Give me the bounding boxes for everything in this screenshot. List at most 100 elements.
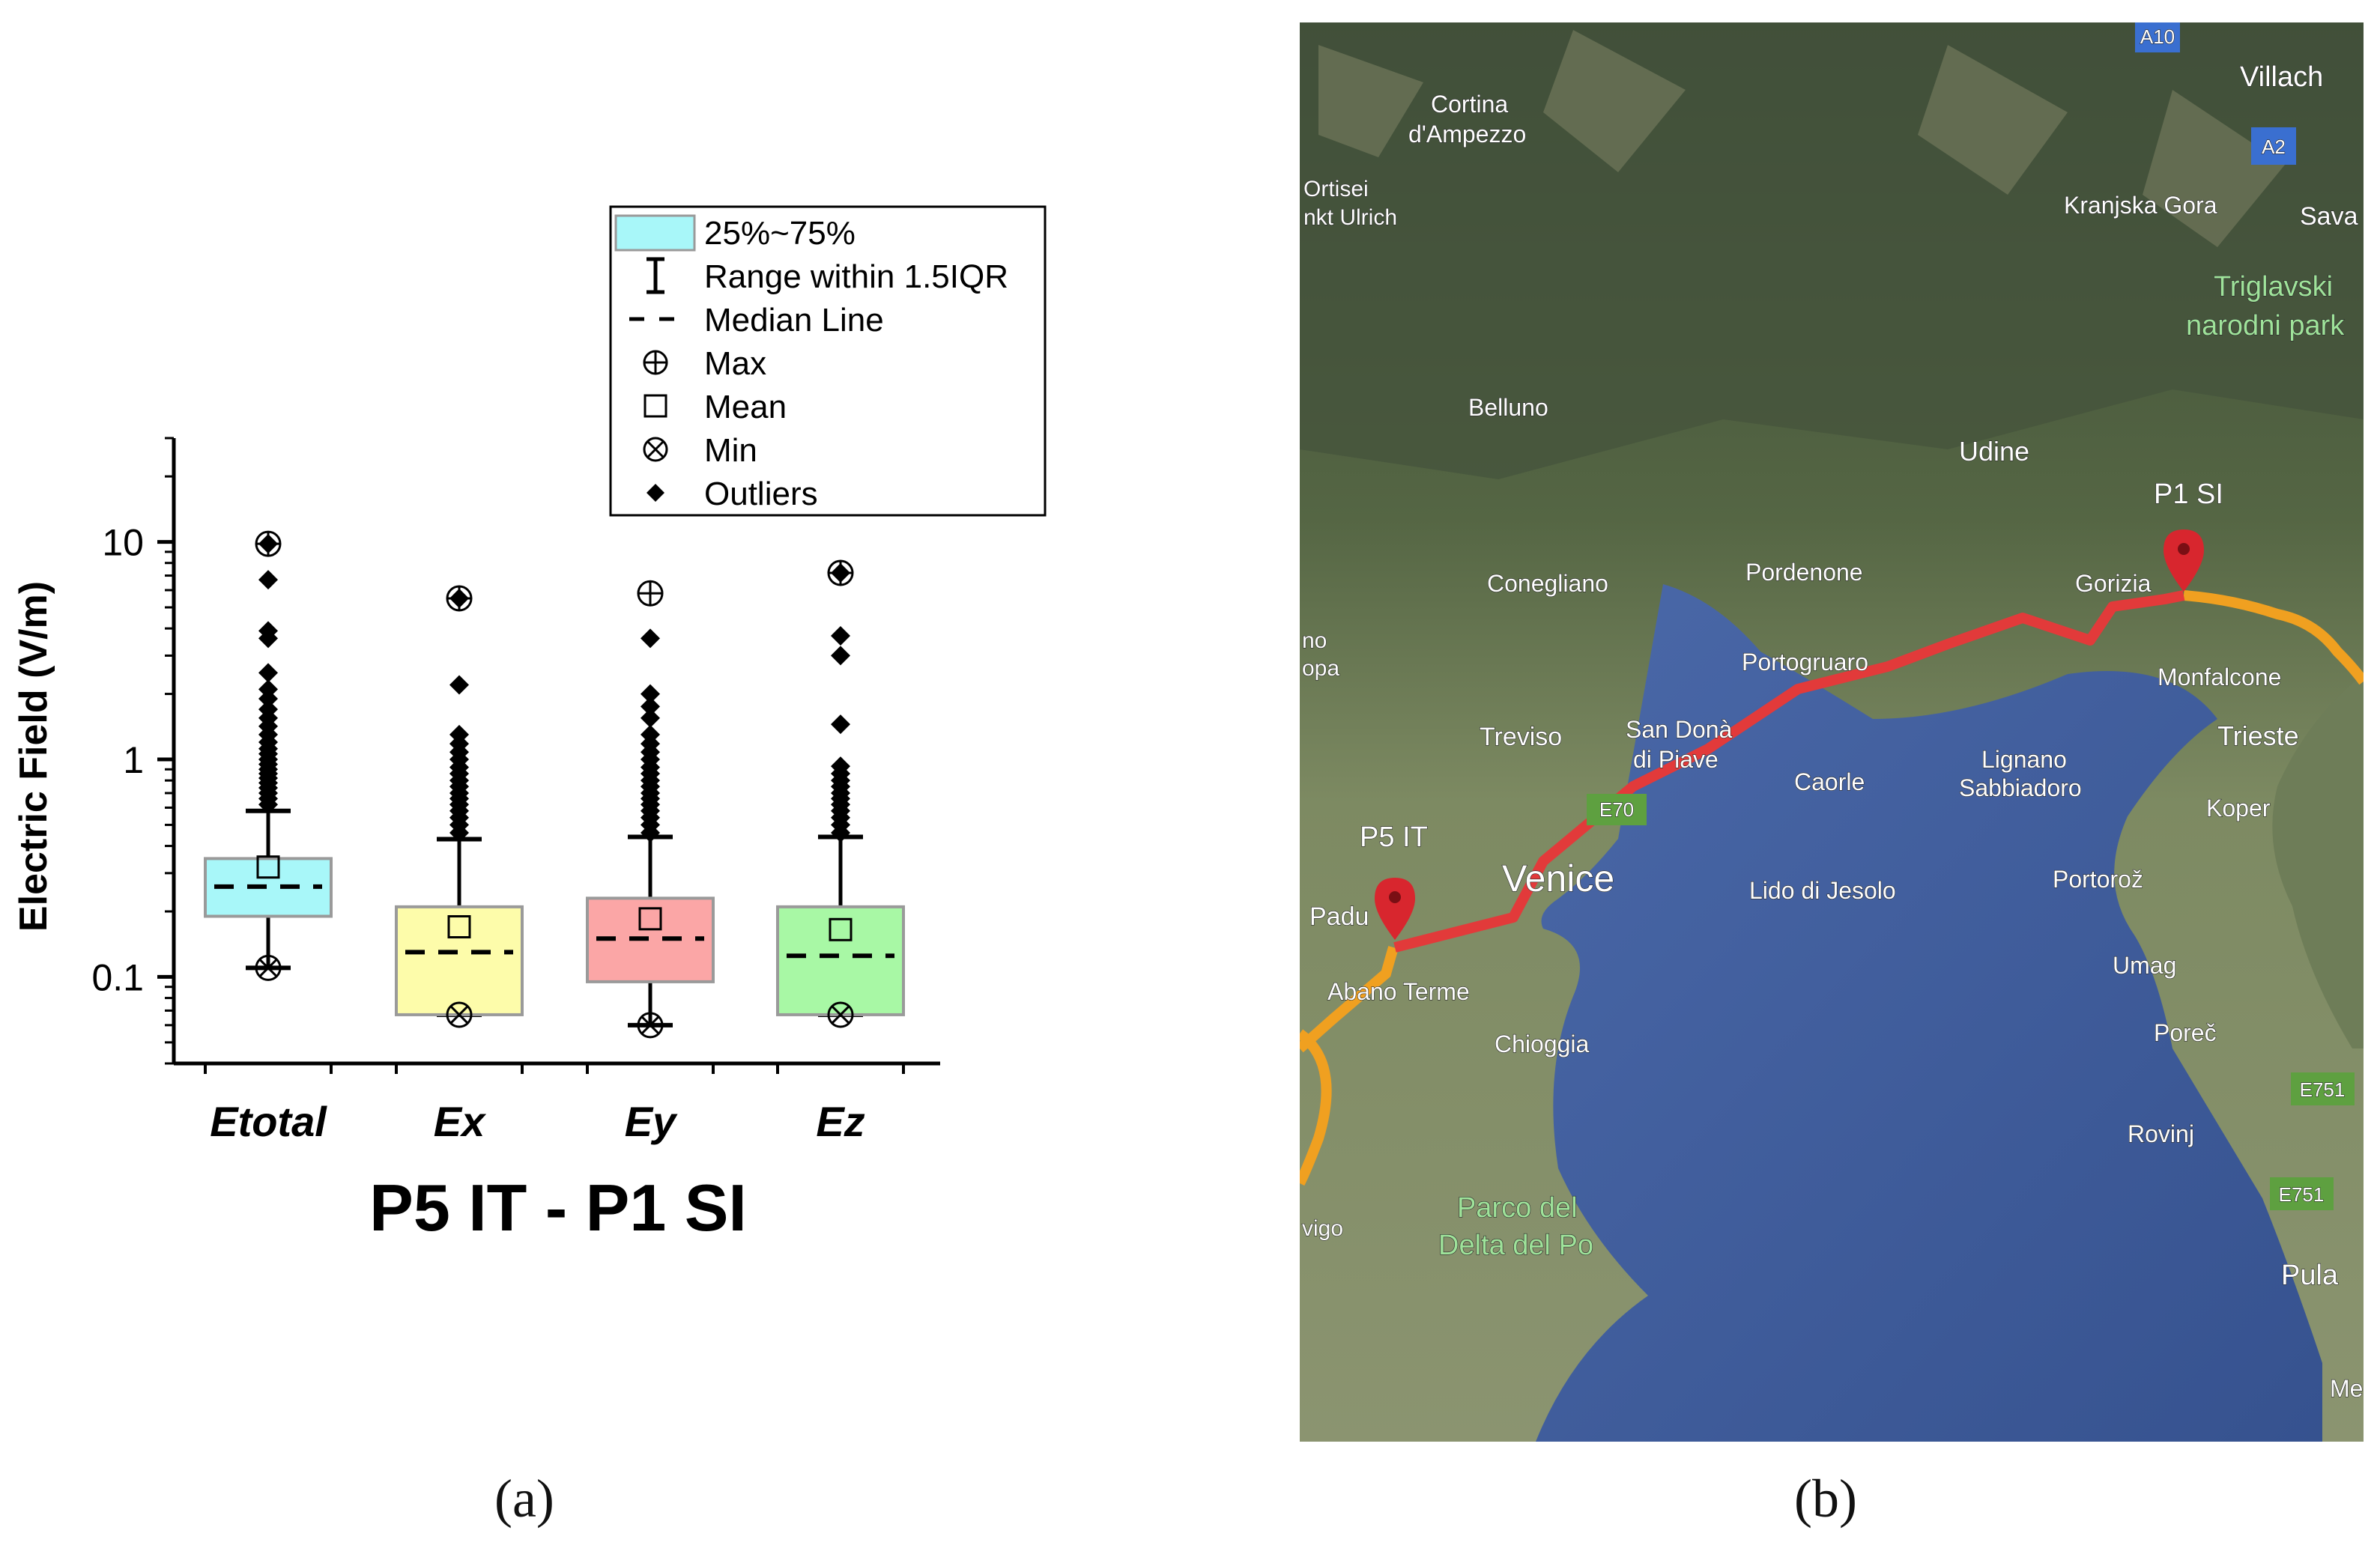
map-label-udine: Udine	[1959, 436, 2029, 467]
map-label-treviso: Treviso	[1480, 723, 1562, 751]
min-marker	[446, 1001, 473, 1028]
map-label-portoroz: Portorož	[2053, 866, 2143, 893]
outlier-point	[641, 628, 660, 649]
legend-item-min: Min	[643, 432, 757, 469]
min-marker-cross	[641, 1016, 660, 1034]
outlier-point	[641, 684, 660, 704]
map-label-sandona1: San Donà	[1626, 716, 1733, 743]
x-tick-label: Ez	[816, 1098, 865, 1145]
outlier-point	[831, 756, 850, 777]
legend-label: Mean	[704, 389, 787, 425]
y-tick-label: 10	[102, 522, 144, 564]
iqr-box	[395, 905, 524, 1016]
map-label-narodni: narodni park	[2186, 310, 2345, 342]
max-marker-cross	[256, 532, 280, 556]
outlier-point	[449, 724, 469, 744]
map-label-e751a: E751	[2300, 1078, 2346, 1101]
x-tick-label: Ex	[434, 1098, 487, 1145]
legend-label: Median Line	[704, 302, 884, 339]
map-label-e70: E70	[1599, 798, 1634, 821]
box-etotal: Etotal	[204, 530, 333, 1145]
min-marker	[255, 954, 282, 981]
legend-label: Outliers	[704, 476, 818, 512]
map-label-lido: Lido di Jesolo	[1749, 877, 1896, 904]
map-label-conegliano: Conegliano	[1487, 570, 1608, 597]
legend-frame	[609, 205, 1047, 517]
min-marker-cross	[449, 1005, 469, 1025]
map-label-p5it: P5 IT	[1360, 822, 1428, 853]
map-label-umag: Umag	[2113, 952, 2176, 979]
map-label-opa: opa	[1302, 656, 1339, 681]
max-marker-cross	[829, 561, 853, 586]
legend-label: Max	[704, 345, 766, 382]
min-marker	[637, 1012, 664, 1039]
legend-label: Min	[704, 432, 757, 469]
legend-item-outlier: Outliers	[647, 476, 818, 512]
max-marker-cross	[447, 586, 471, 610]
x-tick-label: Ey	[625, 1098, 678, 1145]
boxes-layer: Etotal Ex Ey Ez	[204, 530, 905, 1145]
outlier-point	[449, 675, 469, 695]
map-label-lignano1: Lignano	[1981, 746, 2067, 773]
y-tick-label: 0.1	[91, 956, 144, 998]
road-shield-a10	[2135, 22, 2180, 52]
map-label-venice: Venice	[1502, 858, 1614, 899]
marker-p5-it	[1375, 878, 1415, 940]
outlier-point	[258, 621, 278, 641]
map-label-vigo: vigo	[1302, 1216, 1343, 1241]
outlier-point	[641, 708, 660, 728]
panel-label-a: (a)	[494, 1469, 554, 1529]
map-label-a2: A2	[2262, 136, 2286, 158]
map-image: Villach A10 A2 Cortina d'Ampezzo Ortisei nkt U…	[1300, 22, 2380, 1442]
legend-label: Range within 1.5IQR	[704, 258, 1008, 295]
box-ey: Ey	[586, 580, 715, 1145]
map-label-st-ulrich: nkt Ulrich	[1303, 205, 1397, 230]
x-tick-label: Etotal	[210, 1098, 327, 1145]
map-label-sandona2: di Piave	[1633, 746, 1719, 773]
legend-item-box: 25%~75%	[614, 214, 856, 252]
map-label-sava: Sava	[2300, 202, 2358, 231]
legend-item-mean: Mean	[644, 389, 787, 425]
map-label-padua: Padu	[1309, 902, 1369, 931]
legend-item-max: Max	[643, 345, 766, 382]
min-marker-cross	[831, 1005, 850, 1025]
marker-p1-si	[2164, 529, 2204, 592]
road-shield-a2	[2251, 127, 2296, 165]
map-label-monfalcone: Monfalcone	[2158, 664, 2281, 690]
map-label-parco1: Parco del	[1457, 1192, 1578, 1224]
box-ez: Ez	[776, 559, 905, 1145]
map-label-dampezzo: d'Ampezzo	[1408, 121, 1526, 148]
map-label-porec: Poreč	[2154, 1019, 2217, 1046]
map-label-no: no	[1302, 628, 1327, 653]
min-marker	[827, 1001, 854, 1028]
max-marker-cross	[638, 581, 662, 606]
min-marker-cross	[258, 959, 278, 977]
outlier-point	[831, 646, 850, 666]
chart-title: P5 IT - P1 SI	[369, 1171, 747, 1245]
legend-item-median: Median Line	[629, 302, 884, 339]
map-label-chioggia: Chioggia	[1495, 1031, 1590, 1057]
box-ex: Ex	[395, 585, 524, 1145]
map-label-cortina: Cortina	[1431, 91, 1508, 118]
map-label-pordenone: Pordenone	[1745, 559, 1863, 586]
outlier-point	[641, 696, 660, 717]
outlier-point	[258, 663, 278, 683]
axes: 0.1 1 10	[91, 437, 940, 1066]
map-label-villach: Villach	[2240, 61, 2323, 93]
road-shield-e70	[1587, 794, 1647, 825]
outlier-point	[258, 679, 278, 699]
road-shield-e751-a	[2291, 1072, 2355, 1105]
map-label-a10: A10	[2140, 25, 2175, 48]
map-label-p1si: P1 SI	[2154, 479, 2223, 510]
map-label-ortisei: Ortisei	[1303, 177, 1369, 201]
map-label-belluno: Belluno	[1468, 394, 1548, 421]
map-label-e751b: E751	[2279, 1183, 2325, 1206]
map-label-medu: Medu	[2330, 1375, 2380, 1402]
mean-marker	[638, 907, 662, 931]
mean-marker	[256, 855, 280, 879]
map-label-triglavski: Triglavski	[2214, 271, 2333, 303]
outlier-point	[831, 714, 850, 735]
map-label-abano: Abano Terme	[1327, 978, 1470, 1005]
